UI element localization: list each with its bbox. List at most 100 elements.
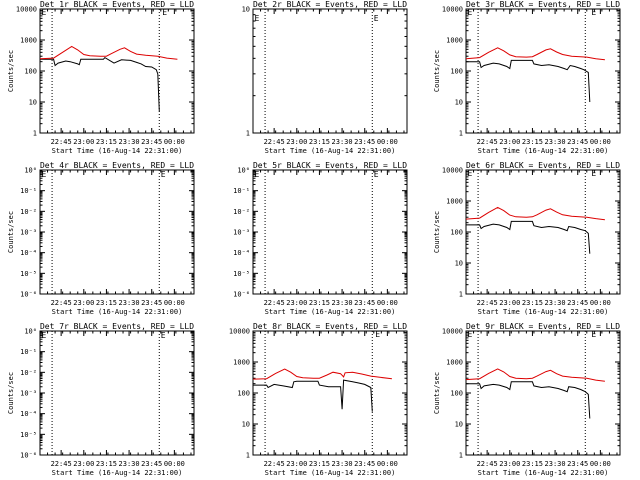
- x-tick-label: 22:45: [264, 299, 285, 307]
- x-tick-label: 23:45: [567, 460, 588, 468]
- y-tick-label: 100: [24, 68, 37, 76]
- x-axis-label: Start Time (16-Aug-14 22:31:00): [265, 469, 396, 477]
- panel-det-8: Det 8r BLACK = Events, RED = LLD 1 10 100 10…: [229, 322, 408, 477]
- plot-frame: [39, 169, 195, 295]
- y-tick-label: 10⁻⁴: [233, 249, 250, 257]
- x-tick-label: 22:45: [51, 299, 72, 307]
- x-tick-label: 23:30: [119, 138, 140, 146]
- x-axis-label: Start Time (16-Aug-14 22:31:00): [265, 147, 396, 155]
- x-tick-label: 23:00: [499, 299, 520, 307]
- y-tick-label: 10⁻³: [20, 390, 37, 398]
- y-tick-label: 10000: [442, 167, 463, 175]
- x-tick-label: 23:15: [309, 299, 330, 307]
- panel-title: Det 2r BLACK = Events, RED = LLD: [253, 0, 407, 9]
- y-tick-label: 1: [246, 130, 250, 138]
- x-tick-label: 23:45: [141, 138, 162, 146]
- series-events-line: [253, 379, 373, 412]
- y-tick-label: 10000: [442, 328, 463, 336]
- x-tick-label: 23:15: [522, 138, 543, 146]
- series-lld-line: [465, 368, 605, 382]
- panel-title: Det 1r BLACK = Events, RED = LLD: [40, 0, 194, 9]
- x-tick-label: 23:45: [141, 460, 162, 468]
- event-marker: E: [591, 330, 596, 339]
- series-events-line: [466, 381, 591, 419]
- plot-frame: [39, 330, 195, 456]
- y-tick-label: 10⁻⁵: [20, 431, 37, 439]
- x-tick-label: 00:00: [590, 460, 611, 468]
- event-marker: E: [591, 169, 596, 178]
- y-tick-label: 1000: [20, 37, 37, 45]
- x-tick-label: 00:00: [377, 460, 398, 468]
- x-tick-label: 23:45: [567, 299, 588, 307]
- y-tick-label: 10⁻⁶: [20, 452, 37, 460]
- x-tick-label: 22:45: [51, 460, 72, 468]
- y-tick-label: 1000: [446, 359, 463, 367]
- y-tick-label: 10⁻⁶: [233, 291, 250, 299]
- y-tick-label: 10000: [16, 6, 37, 14]
- panel-det-4: Det 4r BLACK = Events, RED = LLD 10⁻⁶ 10⁻⁵…: [7, 161, 195, 316]
- x-tick-label: 23:45: [567, 138, 588, 146]
- y-tick-label: 10⁻⁴: [20, 410, 37, 418]
- x-axis-label: Start Time (16-Aug-14 22:31:00): [478, 308, 609, 316]
- event-marker: E: [468, 169, 473, 178]
- plot-frame: [252, 330, 408, 456]
- y-axis-label: Counts/sec: [433, 50, 441, 92]
- series-lld-line: [465, 47, 605, 61]
- y-tick-label: 1000: [446, 198, 463, 206]
- panel-det-5: Det 5r BLACK = Events, RED = LLD 10⁻⁶ 10⁻⁵…: [233, 161, 408, 316]
- x-tick-label: 23:15: [309, 460, 330, 468]
- x-tick-label: 23:45: [354, 299, 375, 307]
- event-marker: E: [468, 330, 473, 339]
- event-marker: E: [42, 331, 47, 340]
- y-tick-label: 10000: [229, 328, 250, 336]
- x-axis-label: Start Time (16-Aug-14 22:31:00): [478, 469, 609, 477]
- panel-title: Det 7r BLACK = Events, RED = LLD: [40, 322, 194, 331]
- x-tick-label: 23:15: [309, 138, 330, 146]
- plot-frame: [252, 169, 408, 295]
- y-tick-label: 10⁻⁶: [20, 291, 37, 299]
- x-tick-label: 00:00: [164, 138, 185, 146]
- x-tick-label: 23:30: [119, 460, 140, 468]
- panel-det-1: Det 1r BLACK = Events, RED = LLD 1 10 100 10…: [7, 0, 195, 155]
- x-tick-label: 23:15: [522, 460, 543, 468]
- x-tick-label: 23:45: [354, 460, 375, 468]
- x-tick-label: 23:00: [73, 138, 94, 146]
- y-tick-label: 1: [459, 452, 463, 460]
- panel-det-3: Det 3r BLACK = Events, RED = LLD 1 10 100 10…: [433, 0, 621, 155]
- x-axis-label: Start Time (16-Aug-14 22:31:00): [478, 147, 609, 155]
- x-tick-label: 22:45: [477, 460, 498, 468]
- y-tick-label: 10⁻⁴: [20, 249, 37, 257]
- x-tick-label: 23:00: [286, 299, 307, 307]
- y-axis-label: Counts/sec: [433, 372, 441, 414]
- panel-det-6: Det 6r BLACK = Events, RED = LLD 1 10 100 10…: [433, 161, 621, 316]
- x-tick-label: 00:00: [590, 299, 611, 307]
- y-tick-label: 10⁻⁵: [233, 270, 250, 278]
- y-tick-label: 10⁰: [237, 167, 250, 175]
- y-tick-label: 10⁻²: [20, 369, 37, 377]
- event-marker: E: [42, 8, 47, 17]
- x-tick-label: 00:00: [377, 299, 398, 307]
- x-tick-label: 23:30: [332, 299, 353, 307]
- x-tick-label: 23:30: [119, 299, 140, 307]
- y-tick-label: 10⁰: [24, 167, 37, 175]
- y-tick-label: 10⁻³: [20, 229, 37, 237]
- event-marker: E: [468, 8, 473, 17]
- y-tick-label: 10⁻⁵: [20, 270, 37, 278]
- x-tick-label: 23:00: [286, 138, 307, 146]
- panel-title: Det 4r BLACK = Events, RED = LLD: [40, 161, 194, 170]
- y-tick-label: 100: [237, 390, 250, 398]
- y-tick-label: 10⁻²: [233, 208, 250, 216]
- x-axis-label: Start Time (16-Aug-14 22:31:00): [52, 469, 183, 477]
- event-marker: E: [374, 170, 379, 179]
- x-tick-label: 22:45: [477, 138, 498, 146]
- event-marker: E: [591, 8, 596, 17]
- y-tick-label: 10: [29, 99, 37, 107]
- x-axis-label: Start Time (16-Aug-14 22:31:00): [52, 147, 183, 155]
- event-marker: E: [374, 14, 379, 23]
- y-tick-label: 10⁻³: [233, 229, 250, 237]
- x-tick-label: 22:45: [51, 138, 72, 146]
- panel-title: Det 3r BLACK = Events, RED = LLD: [466, 0, 620, 9]
- x-tick-label: 23:30: [332, 460, 353, 468]
- x-tick-label: 22:45: [264, 460, 285, 468]
- panel-det-9: Det 9r BLACK = Events, RED = LLD 1 10 100 10…: [433, 322, 621, 477]
